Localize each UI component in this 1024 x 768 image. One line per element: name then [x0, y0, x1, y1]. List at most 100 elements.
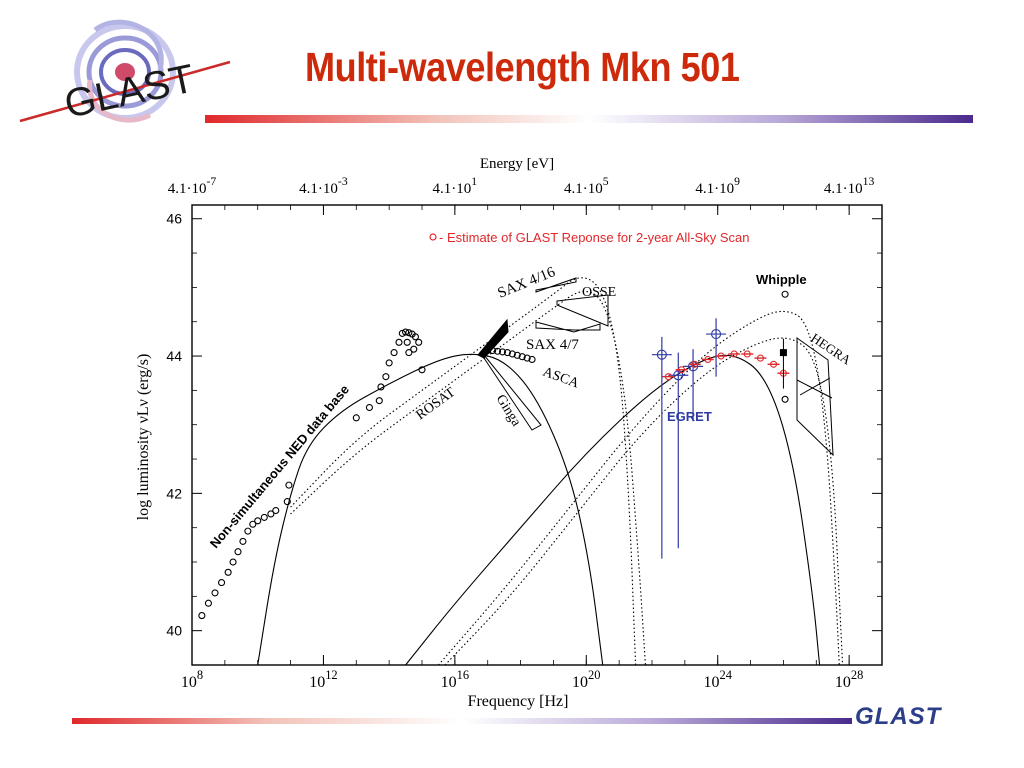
plot-frame — [191, 204, 883, 666]
point-non-simultaneous-ned-data-base — [410, 345, 418, 353]
point-egret — [711, 329, 722, 340]
osse-bowtie — [556, 294, 609, 327]
annotations: SAX 4/16 OSSE SAX 4/7 ASCA ROSAT Ginga E… — [207, 264, 855, 551]
curve-inverse-compton — [405, 354, 821, 666]
point-non-simultaneous-ned-data-base — [403, 338, 411, 346]
annotation-whipple: Whipple — [756, 272, 807, 287]
slide-title: Multi-wavelength Mkn 501 — [305, 44, 740, 90]
legend-label: - Estimate of GLAST Reponse for 2-year A… — [439, 230, 749, 245]
point-whipple — [781, 395, 789, 403]
y-tick-label: 44 — [166, 348, 182, 364]
curve-ic-dotted-1 — [438, 310, 840, 666]
footer-logo: GLAST — [855, 703, 975, 733]
point-non-simultaneous-ned-data-base — [244, 527, 252, 535]
point-glast-estimate — [743, 350, 751, 358]
x-tick-label: 1012 — [309, 668, 337, 691]
point-non-simultaneous-ned-data-base — [211, 589, 219, 597]
x-tick-label: 1028 — [835, 668, 863, 691]
annotation-rosat: ROSAT — [414, 385, 459, 423]
glast-logo: GLAST — [19, 19, 231, 127]
axis-ticks: 108 1012 1016 1020 1024 1028 4.1·10-7 4.1·10-3 4… — [166, 175, 882, 691]
data-points — [198, 290, 790, 620]
point-asca — [518, 353, 526, 361]
point-non-simultaneous-ned-data-base — [415, 338, 423, 346]
top-tick-label: 4.1·10-3 — [299, 175, 348, 197]
point-glast-estimate — [756, 354, 764, 362]
top-tick-label: 4.1·1013 — [824, 175, 875, 197]
point-non-simultaneous-ned-data-base — [224, 568, 232, 576]
point-non-simultaneous-ned-data-base — [267, 510, 275, 518]
hegra-bowtie — [796, 337, 834, 457]
x-tick-label: 1024 — [703, 668, 732, 691]
point-non-simultaneous-ned-data-base — [285, 481, 293, 489]
x-tick-label: 1016 — [441, 668, 469, 691]
footer-logo-text: GLAST — [855, 703, 942, 730]
point-whipple — [781, 290, 789, 298]
ginga-bowtie — [483, 353, 542, 431]
point-asca — [528, 355, 536, 364]
point-glast-estimate — [678, 366, 686, 374]
annotation-osse: OSSE — [582, 285, 616, 300]
sax-4-16-bowtie — [535, 277, 577, 293]
chart-legend: - Estimate of GLAST Reponse for 2-year A… — [429, 230, 749, 245]
point-non-simultaneous-ned-data-base — [272, 506, 280, 515]
point-asca — [508, 350, 516, 358]
point-non-simultaneous-ned-data-base — [218, 579, 226, 587]
rosat-bowtie — [477, 318, 509, 359]
point-non-simultaneous-ned-data-base — [239, 537, 247, 545]
x-tick-label: 108 — [181, 668, 203, 691]
point-non-simultaneous-ned-data-base — [204, 599, 212, 607]
title-divider — [205, 115, 973, 123]
point-non-simultaneous-ned-data-base — [418, 366, 426, 374]
point-egret — [656, 349, 667, 360]
point-asca — [484, 347, 492, 355]
point-asca — [498, 348, 507, 356]
point-glast-estimate — [717, 352, 725, 360]
point-non-simultaneous-ned-data-base — [352, 414, 360, 422]
annotation-asca: ASCA — [541, 365, 582, 392]
point-asca — [513, 351, 521, 359]
point-non-simultaneous-ned-data-base — [365, 403, 373, 412]
hegra-inner-line-1 — [796, 379, 833, 399]
point-non-simultaneous-ned-data-base — [390, 349, 398, 357]
point-non-simultaneous-ned-data-base — [402, 328, 410, 336]
point-asca — [503, 349, 511, 357]
annotation-hegra: HEGRA — [808, 330, 854, 368]
y-tick-label: 42 — [166, 485, 182, 501]
point-glast-estimate — [691, 360, 699, 368]
point-non-simultaneous-ned-data-base — [377, 383, 385, 391]
top-tick-label: 4.1·109 — [695, 175, 740, 197]
top-axis-label: Energy [eV] — [480, 156, 554, 172]
point-non-simultaneous-ned-data-base — [395, 338, 403, 346]
point-non-simultaneous-ned-data-base — [229, 558, 237, 566]
top-tick-label: 4.1·10-7 — [168, 175, 217, 197]
y-tick-label: 40 — [166, 623, 182, 639]
point-asca — [489, 347, 497, 355]
x-tick-label: 1020 — [572, 668, 600, 691]
top-tick-label: 4.1·101 — [433, 175, 478, 197]
point-glast-estimate — [770, 360, 778, 368]
point-asca — [523, 354, 531, 362]
point-non-simultaneous-ned-data-base — [405, 329, 413, 337]
point-asca — [494, 347, 502, 355]
curve-sync-dotted-1 — [290, 277, 637, 666]
point-non-simultaneous-ned-data-base — [198, 612, 206, 620]
instrument-bowties — [477, 277, 834, 457]
point-non-simultaneous-ned-data-base — [260, 513, 268, 521]
point-non-simultaneous-ned-data-base — [283, 498, 291, 506]
footer-divider — [72, 718, 852, 724]
point-non-simultaneous-ned-data-base — [254, 517, 262, 525]
point-glast-estimate — [704, 355, 712, 364]
annotation-sax-4-16: SAX 4/16 — [496, 264, 558, 302]
point-glast-estimate — [664, 373, 672, 381]
point-non-simultaneous-ned-data-base — [234, 548, 242, 556]
point-non-simultaneous-ned-data-base — [405, 349, 413, 357]
point-non-simultaneous-ned-data-base — [249, 520, 257, 528]
galaxy-swirl-icon — [74, 19, 176, 123]
curve-sync-dotted-2 — [290, 290, 646, 666]
y-axis-label: log luminosity νLν (erg/s) — [135, 354, 152, 521]
y-axis-label-text: log luminosity νLν (erg/s) — [135, 354, 152, 521]
y-tick-label: 46 — [166, 211, 182, 227]
point-glast-estimate — [730, 350, 738, 358]
